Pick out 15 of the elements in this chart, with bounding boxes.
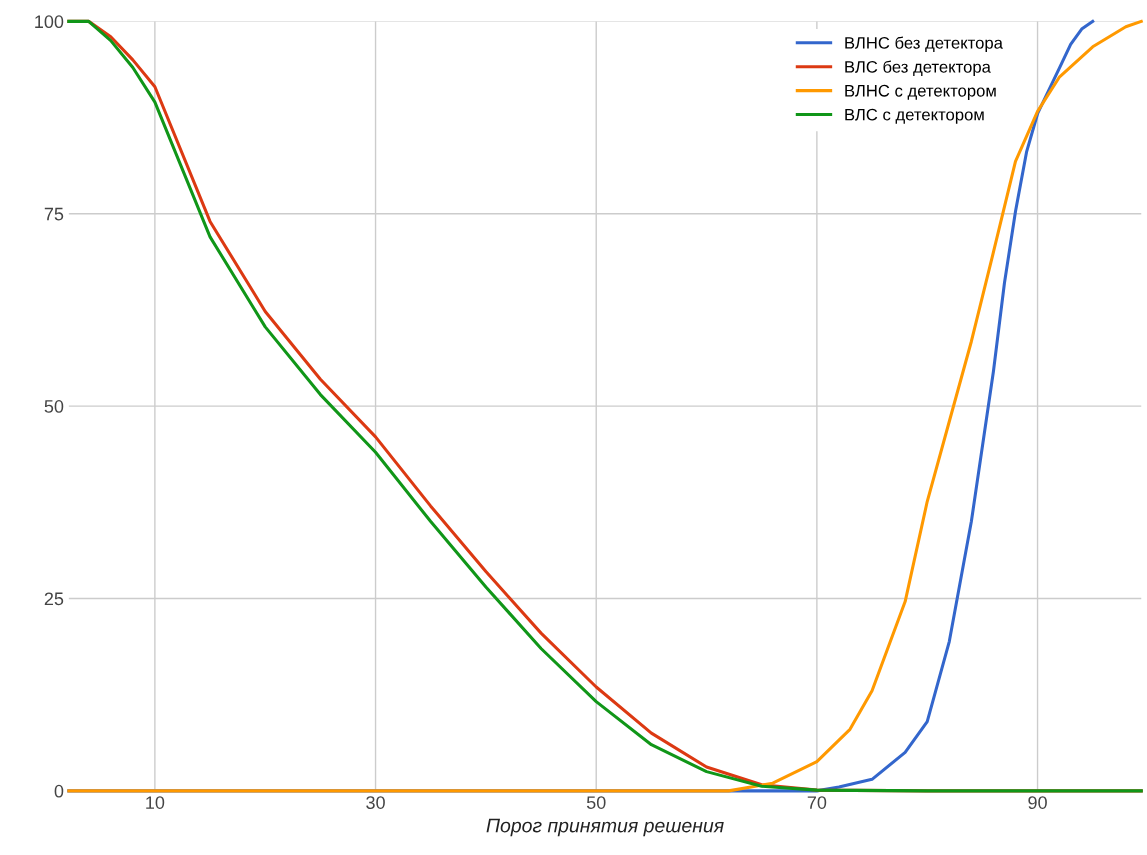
legend-label: ВЛС с детектором: [845, 108, 984, 124]
legend-label: ВЛС без детектора: [845, 60, 991, 77]
legend-label: ВЛНС без детектора: [845, 36, 1003, 53]
y-tick-label: 100: [35, 15, 64, 29]
x-tick-label: 70: [807, 796, 827, 809]
x-axis-title: Порог принятия решения: [486, 818, 724, 837]
y-tick-label: 75: [44, 207, 64, 221]
x-tick-label: 50: [586, 796, 606, 809]
x-tick-label: 30: [366, 796, 385, 809]
legend-label: ВЛНС с детектором: [845, 84, 996, 100]
x-tick-label: 10: [146, 796, 165, 809]
x-tick-label: 90: [1028, 796, 1047, 809]
y-tick-label: 25: [44, 592, 64, 606]
y-tick-label: 50: [44, 400, 64, 413]
y-tick-label: 0: [54, 784, 64, 798]
